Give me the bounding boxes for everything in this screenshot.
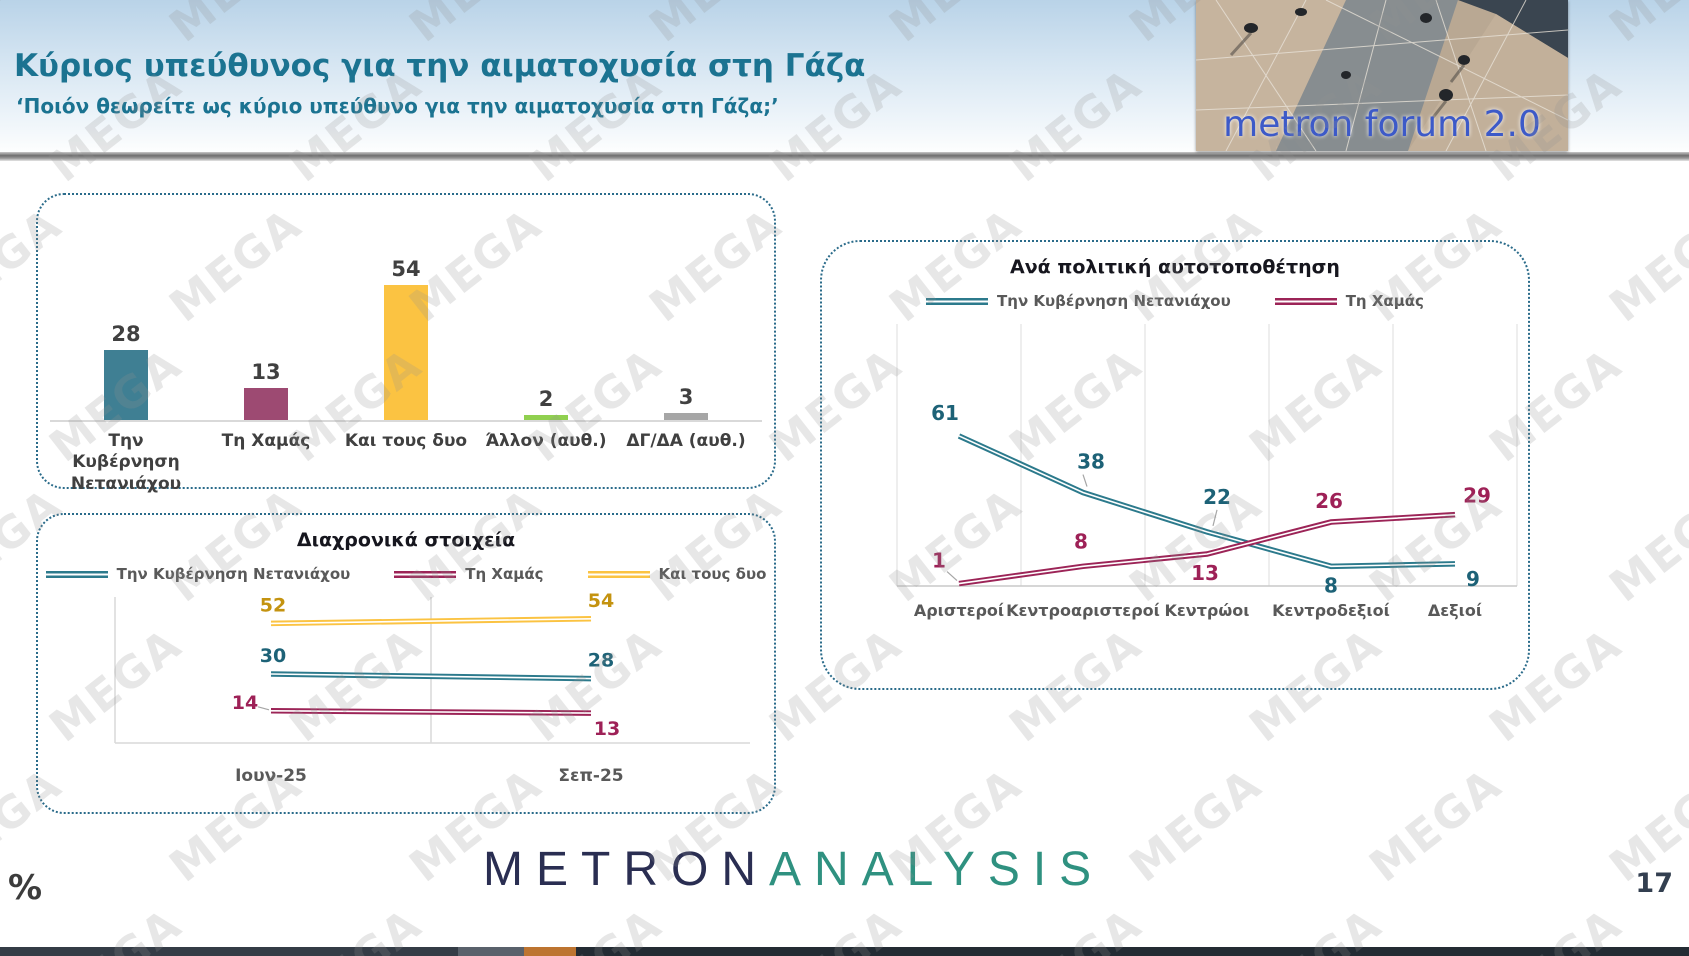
mega-watermark: MEGA — [1600, 478, 1689, 613]
politics-line-chart: 61 38 22 8 9 1 8 13 26 29 Αριστεροί Κεντροαριστεροί… — [896, 324, 1518, 620]
svg-text:Δεξιοί: Δεξιοί — [1428, 601, 1482, 620]
legend-line-marker — [926, 297, 989, 305]
bottom-bar — [0, 947, 1689, 956]
legend-item: Την Κυβέρνηση Νετανιάχου — [926, 292, 1231, 310]
politics-chart-title: Ανά πολιτική αυτοτοποθέτηση — [1010, 256, 1340, 278]
bar-category-label: Τη Χαμάς — [221, 431, 311, 451]
bar-category-label: ΔΓ/ΔΑ (αυθ.) — [626, 431, 746, 451]
bottom-bar-segment — [524, 947, 576, 956]
legend-item: Τη Χαμάς — [394, 565, 544, 583]
bar-chart-category-labels: Την Κυβέρνηση Νετανιάχου Τη Χαμάς Και τους… — [56, 431, 756, 495]
bar-column: 54 — [336, 195, 476, 420]
svg-text:26: 26 — [1315, 489, 1343, 513]
plaza-photo-icon: metron forum 2.0 — [1195, 0, 1569, 152]
brand-analysis: ANALYSIS — [768, 843, 1105, 896]
legend-label: Τη Χαμάς — [465, 565, 544, 583]
legend-item: Και τους δυο — [587, 565, 767, 583]
bottom-bar-segment — [0, 947, 458, 956]
svg-text:28: 28 — [588, 650, 614, 672]
logo-text: metron forum 2.0 — [1223, 104, 1541, 145]
politics-chart-panel: Ανά πολιτική αυτοτοποθέτηση Την Κυβέρνησ… — [820, 240, 1530, 690]
page-subtitle: ‘Ποιόν θεωρείτε ως κύριο υπεύθυνο για τη… — [16, 94, 779, 118]
svg-text:1: 1 — [932, 549, 946, 573]
svg-text:Κεντρώοι: Κεντρώοι — [1165, 601, 1250, 620]
svg-text:9: 9 — [1466, 567, 1480, 591]
svg-text:22: 22 — [1203, 485, 1231, 509]
bar-chart-panel: 28 13 54 2 3 Την Κυβέρνηση Νετανιάχου Τη Χαμά… — [36, 193, 776, 494]
metron-forum-logo: metron forum 2.0 — [1195, 0, 1569, 152]
trend-chart-title: Διαχρονικά στοιχεία — [296, 529, 516, 551]
bar-value-label: 3 — [678, 384, 694, 409]
bar — [384, 285, 428, 420]
bottom-bar-segment — [458, 947, 524, 956]
svg-text:29: 29 — [1463, 484, 1491, 508]
bar-chart-baseline — [50, 420, 762, 422]
svg-text:38: 38 — [1077, 450, 1105, 474]
bar-value-label: 2 — [538, 387, 554, 411]
svg-text:13: 13 — [594, 718, 620, 740]
bar-value-label: 54 — [391, 257, 421, 281]
svg-text:52: 52 — [260, 594, 286, 616]
brand-metron: METRON — [483, 843, 769, 896]
bar-category-label: Άλλον (αυθ.) — [485, 431, 607, 451]
svg-text:Κεντροαριστεροί: Κεντροαριστεροί — [1006, 601, 1160, 620]
mega-watermark: MEGA — [1360, 758, 1512, 893]
legend-label: Και τους δυο — [658, 565, 767, 583]
svg-text:30: 30 — [260, 645, 286, 667]
legend-label: Τη Χαμάς — [1345, 292, 1424, 310]
trend-line-chart: 30 28 14 13 52 54 Ιουν-25 Σεπ-25 — [114, 593, 750, 786]
svg-text:13: 13 — [1191, 561, 1219, 585]
svg-text:54: 54 — [588, 593, 614, 612]
bar-value-label: 28 — [111, 322, 141, 346]
bar-column: 2 — [476, 195, 616, 420]
svg-text:14: 14 — [232, 692, 258, 714]
bar — [664, 412, 708, 420]
svg-text:Κεντροδεξιοί: Κεντροδεξιοί — [1272, 601, 1390, 620]
bar-column: 3 — [616, 195, 756, 420]
svg-text:61: 61 — [931, 401, 959, 425]
legend-item: Την Κυβέρνηση Νετανιάχου — [45, 565, 351, 583]
header-separator — [0, 152, 1689, 161]
legend-item: Τη Χαμάς — [1274, 292, 1424, 310]
mega-watermark: MEGA — [1600, 198, 1689, 333]
svg-text:8: 8 — [1324, 573, 1338, 597]
page-number: 17 — [1635, 868, 1673, 899]
bar — [104, 350, 148, 420]
legend-label: Την Κυβέρνηση Νετανιάχου — [997, 292, 1231, 310]
trend-chart-panel: Διαχρονικά στοιχεία Την Κυβέρνηση Νετανι… — [36, 513, 776, 814]
bar-chart: 28 13 54 2 3 — [56, 195, 756, 420]
mega-watermark: MEGA — [1120, 758, 1272, 893]
bar-category-label: Και τους δυο — [344, 431, 468, 451]
svg-text:Αριστεροί: Αριστεροί — [914, 601, 1004, 620]
bar-column: 28 — [56, 195, 196, 420]
legend-line-marker — [45, 570, 108, 578]
metron-analysis-logo: METRONANALYSIS — [483, 842, 1104, 897]
bar-category-label: Την Κυβέρνηση Νετανιάχου — [70, 431, 182, 494]
svg-text:Σεπ-25: Σεπ-25 — [558, 766, 623, 786]
page-title: Κύριος υπεύθυνος για την αιματοχυσία στη… — [14, 48, 866, 84]
legend-line-marker — [587, 570, 650, 578]
bar-value-label: 13 — [251, 359, 281, 384]
bar — [244, 387, 288, 420]
bar — [524, 415, 568, 420]
percent-label: % — [8, 868, 43, 908]
legend-label: Την Κυβέρνηση Νετανιάχου — [116, 565, 351, 583]
bar-column: 13 — [196, 195, 336, 420]
trend-chart-legend: Την Κυβέρνηση Νετανιάχου Τη Χαμάς Και τους… — [38, 565, 774, 583]
legend-line-marker — [1274, 297, 1337, 305]
legend-line-marker — [394, 570, 457, 578]
svg-text:8: 8 — [1074, 529, 1088, 553]
politics-chart-legend: Την Κυβέρνηση Νετανιάχου Τη Χαμάς — [822, 292, 1528, 310]
svg-text:Ιουν-25: Ιουν-25 — [235, 766, 307, 786]
